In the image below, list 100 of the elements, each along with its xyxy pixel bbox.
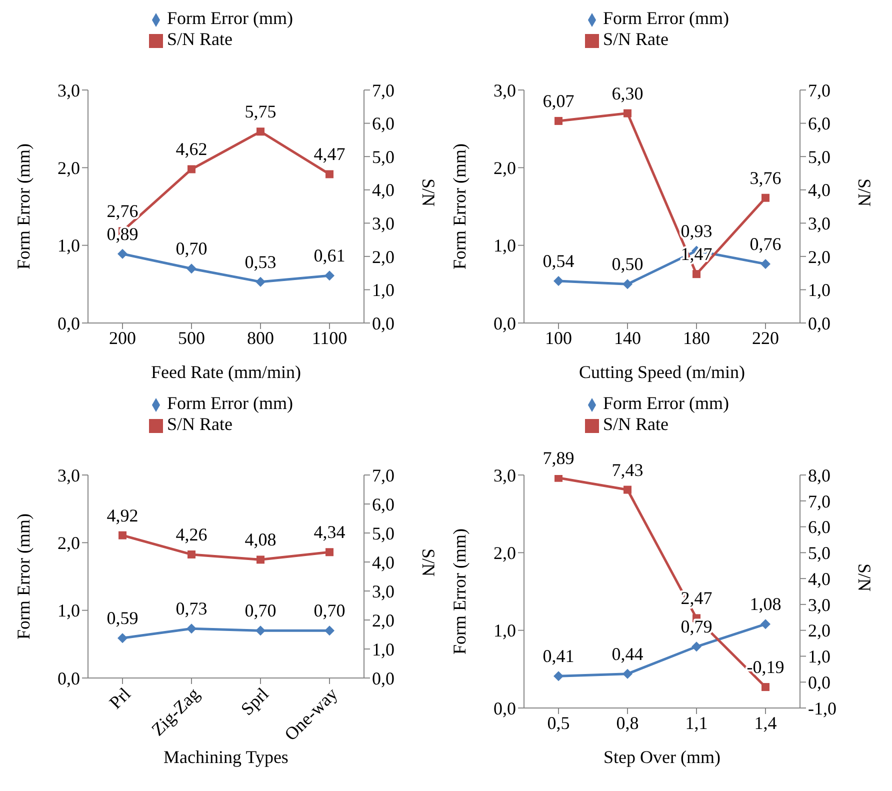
y-tick-label: 3,0 [494,465,516,486]
y-tick-label: 0,0 [494,698,516,718]
data-label: 0,54 [542,251,574,272]
y2-tick-label: 4,0 [372,552,394,572]
point [256,128,264,136]
x-tick-label: 140 [614,328,641,348]
x-axis-title: Machining Types [164,747,288,767]
point [624,486,632,494]
y-axis-title: Form Error (mm) [13,144,34,270]
point [256,556,264,564]
y2-tick-label: 3,0 [808,214,830,234]
y2-tick-label: -1,0 [808,698,836,718]
y2-tick-label: 0,0 [808,313,830,334]
y2-tick-label: 0,0 [372,668,394,688]
y2-tick-label: 5,0 [808,543,830,564]
y2-tick-label: 7,0 [372,80,394,100]
y2-tick-label: 0,0 [372,313,394,334]
y-tick-label: 1,0 [58,600,80,621]
point [760,619,770,630]
data-label: 7,43 [612,460,644,480]
legend-label: S/N Rate [167,29,232,49]
point [324,626,334,636]
x-tick-label: Sprl [237,684,272,720]
y2-tick-label: 2,0 [372,246,394,267]
legend-label: Form Error (mm) [167,8,293,28]
y2-tick-label: 1,0 [808,646,830,667]
y2-tick-label: 3,0 [808,594,830,615]
point [186,264,196,274]
point [256,276,266,287]
point [554,671,564,682]
point [118,633,128,644]
y2-tick-label: 6,0 [808,114,830,134]
point [188,550,196,558]
x-tick-label: 1,4 [754,712,777,733]
x-axis-title: Feed Rate (mm/min) [151,362,301,382]
y-tick-label: 1,0 [494,236,516,256]
y2-axis-title: S/N [854,563,875,592]
legend-label: S/N Rate [603,414,668,434]
y-tick-label: 1,0 [58,236,80,256]
y-tick-label: 3,0 [58,80,80,100]
x-tick-label: 1,1 [685,712,708,733]
point [692,642,702,652]
y2-tick-label: 7,0 [808,80,830,100]
point [256,626,266,636]
data-label: 4,08 [244,530,276,550]
data-label: 0,44 [612,644,644,664]
x-tick-label: 0,5 [547,712,570,733]
x-tick-label: 180 [683,328,710,348]
point [554,276,564,286]
point [622,668,632,679]
data-label: 0,59 [106,608,138,628]
y2-tick-label: 5,0 [372,523,394,544]
y-tick-label: 1,0 [494,620,516,641]
data-label: 0,70 [314,600,346,621]
data-label: 7,89 [542,448,574,468]
y2-tick-label: 5,0 [808,146,830,167]
y2-tick-label: 4,0 [808,568,830,589]
data-label: 3,76 [750,168,782,188]
data-label: 0,61 [314,246,346,266]
data-label: -0,19 [746,657,784,678]
data-label: 1,08 [750,594,782,614]
data-label: 0,53 [244,252,276,272]
y2-tick-label: 6,0 [372,494,394,514]
data-label: 4,62 [176,139,208,160]
point [554,116,562,125]
y-tick-label: 3,0 [58,465,80,486]
y-tick-label: 0,0 [58,668,80,688]
y2-tick-label: 4,0 [808,180,830,200]
point [118,531,126,540]
y2-tick-label: 1,0 [372,639,394,660]
y-tick-label: 3,0 [494,80,516,100]
y2-tick-label: 2,0 [808,246,830,267]
y2-tick-label: 6,0 [372,114,394,134]
point [624,109,632,118]
x-tick-label: 800 [247,328,274,348]
x-tick-label: 200 [109,328,136,348]
y2-tick-label: 1,0 [372,280,394,300]
y2-axis-title: S/N [854,178,875,206]
point [186,624,196,634]
point [188,165,196,174]
x-tick-label: 100 [545,328,572,348]
data-label: 0,76 [750,234,782,254]
legend-label: Form Error (mm) [167,393,293,413]
y-axis-title: Form Error (mm) [13,514,34,640]
data-label: 4,92 [106,505,138,526]
y-tick-label: 2,0 [58,158,80,178]
y2-tick-label: 2,0 [372,610,394,630]
x-axis-title: Cutting Speed (m/min) [579,362,745,382]
point [762,194,770,202]
x-tick-label: 500 [178,328,205,348]
y2-tick-label: 7,0 [372,465,394,486]
y2-tick-label: 6,0 [808,517,830,538]
data-label: 0,93 [680,220,712,241]
y-tick-label: 2,0 [58,533,80,554]
data-label: 4,47 [314,144,346,164]
y-axis-title: Form Error (mm) [449,144,470,270]
point [554,475,562,482]
y2-tick-label: 8,0 [808,465,830,486]
x-axis-title: Step Over (mm) [604,747,720,767]
y-axis-title: Form Error (mm) [449,528,470,654]
